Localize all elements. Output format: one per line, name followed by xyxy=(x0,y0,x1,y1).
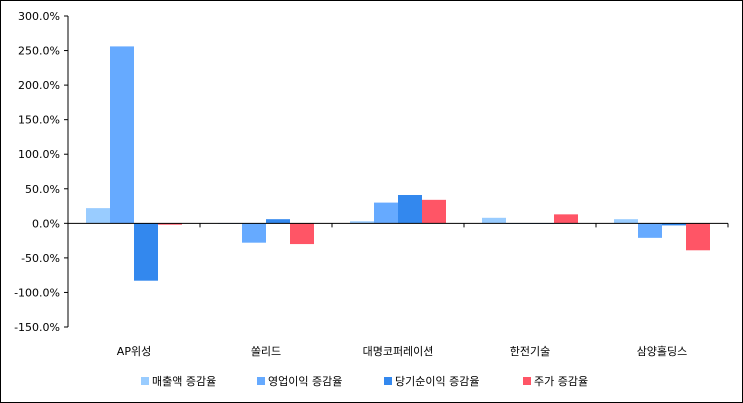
bar xyxy=(242,223,266,243)
y-tick-label: -150.0% xyxy=(14,321,60,334)
bar xyxy=(482,217,506,224)
legend-swatch xyxy=(141,377,149,385)
x-axis: AP위성 쏠리드 대명코퍼레이션 한전기술 삼양홀딩스 xyxy=(67,222,729,358)
bars xyxy=(86,46,710,281)
y-tick-label: 100.0% xyxy=(18,148,60,161)
bar xyxy=(290,223,314,245)
category-label: 쏠리드 xyxy=(251,345,281,358)
y-tick-label: 200.0% xyxy=(18,79,60,92)
bar xyxy=(110,46,134,224)
category-label: 대명코퍼레이션 xyxy=(363,345,434,358)
bar xyxy=(350,221,374,224)
legend: 매출액 증감율 영업이익 증감율 당기순이익 증감율 주가 증감율 xyxy=(141,375,588,388)
category-label: 한전기술 xyxy=(510,345,550,358)
bar xyxy=(662,223,686,226)
legend-label: 당기순이익 증감율 xyxy=(395,375,479,388)
y-tick-label: 0.0% xyxy=(32,217,60,230)
bar xyxy=(638,223,662,238)
legend-label: 주가 증감율 xyxy=(534,375,588,388)
bar xyxy=(422,199,446,224)
y-tick-label: 250.0% xyxy=(18,45,60,58)
y-tick-label: 50.0% xyxy=(25,183,60,196)
legend-swatch xyxy=(384,377,392,385)
y-tick-label: 150.0% xyxy=(18,114,60,127)
category-label: 삼양홀딩스 xyxy=(637,345,688,358)
y-tick-label: 300.0% xyxy=(18,10,60,23)
bar xyxy=(86,208,110,224)
category-label: AP위성 xyxy=(117,345,151,358)
bar xyxy=(398,194,422,224)
bar xyxy=(686,223,710,251)
bar xyxy=(554,214,578,224)
legend-swatch xyxy=(257,377,265,385)
y-tick-label: -50.0% xyxy=(21,252,60,265)
y-axis: -150.0% -100.0% -50.0% 0.0% 50.0% 100.0% 150.0… xyxy=(14,10,69,334)
legend-label: 영업이익 증감율 xyxy=(268,375,342,388)
bar xyxy=(134,223,158,281)
bar xyxy=(266,219,290,224)
bar xyxy=(374,202,398,224)
y-tick-label: -100.0% xyxy=(14,286,60,299)
bar xyxy=(158,223,182,225)
legend-label: 매출액 증감율 xyxy=(152,375,216,388)
bar xyxy=(614,219,638,224)
legend-swatch xyxy=(523,377,531,385)
